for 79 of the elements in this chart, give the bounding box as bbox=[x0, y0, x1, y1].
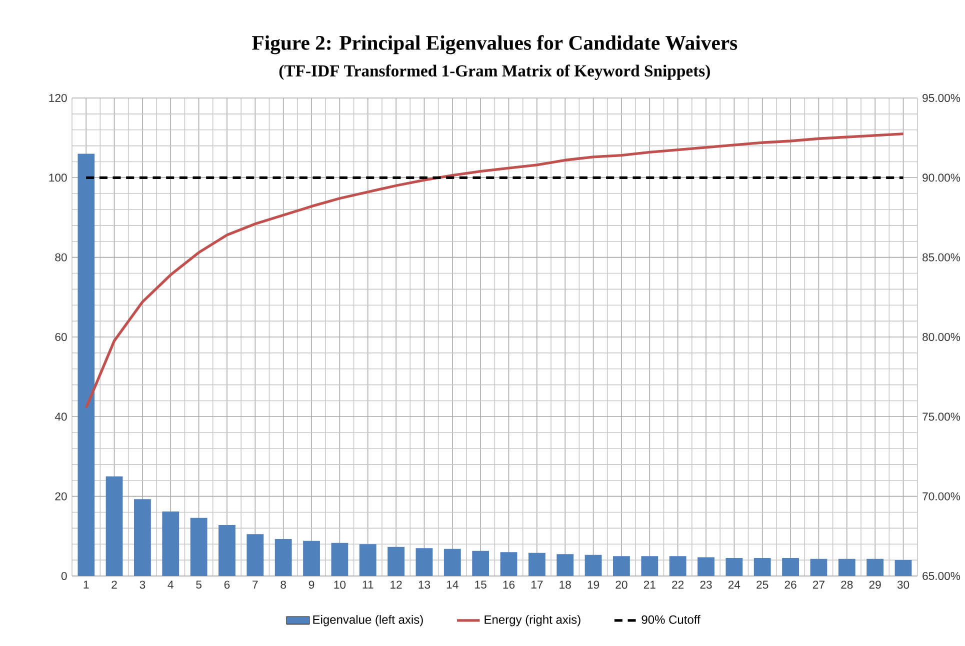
y2-tick-label: 95.00% bbox=[922, 94, 960, 102]
x-tick-label: 26 bbox=[784, 580, 796, 589]
bar bbox=[388, 546, 404, 576]
bar bbox=[528, 552, 546, 576]
x-tick-label: 3 bbox=[140, 580, 146, 589]
bar bbox=[444, 548, 461, 576]
bar bbox=[894, 560, 912, 576]
x-tick-label: 18 bbox=[560, 580, 571, 589]
bar bbox=[754, 558, 771, 576]
x-tick-label: 11 bbox=[362, 580, 374, 588]
x-tick-label: 7 bbox=[252, 580, 258, 588]
x-tick-label: 19 bbox=[588, 580, 600, 589]
bar bbox=[838, 558, 856, 576]
bar bbox=[303, 540, 320, 576]
x-tick-label: 27 bbox=[812, 580, 824, 589]
bar bbox=[416, 548, 433, 576]
x-tick-label: 2 bbox=[112, 580, 117, 589]
bar bbox=[782, 558, 799, 576]
x-tick-label: 17 bbox=[531, 580, 543, 588]
x-tick-label: 20 bbox=[616, 580, 628, 589]
x-tick-label: 4 bbox=[168, 580, 174, 588]
y-tick-label: 40 bbox=[54, 412, 67, 421]
bar bbox=[359, 544, 376, 576]
y-tick-label: 20 bbox=[55, 492, 67, 500]
bar bbox=[218, 525, 236, 576]
y2-tick-label: 80.00% bbox=[922, 332, 960, 341]
x-tick-label: 28 bbox=[841, 580, 853, 589]
bar bbox=[190, 518, 208, 576]
x-tick-label: 30 bbox=[897, 580, 910, 589]
legend-label: Energy (right axis) bbox=[484, 615, 580, 626]
y2-tick-label: 75.00% bbox=[922, 412, 960, 421]
bar bbox=[669, 556, 686, 576]
x-tick-label: 22 bbox=[672, 580, 684, 589]
x-tick-label: 12 bbox=[390, 580, 402, 589]
x-tick-label: 14 bbox=[446, 580, 458, 588]
x-tick-label: 24 bbox=[728, 580, 740, 589]
x-tick-label: 29 bbox=[869, 580, 881, 589]
bar bbox=[78, 154, 95, 576]
bar bbox=[556, 554, 574, 576]
bar bbox=[613, 556, 630, 576]
bar bbox=[246, 534, 264, 576]
y-tick-label: 80 bbox=[55, 253, 67, 262]
y-tick-label: 100 bbox=[49, 174, 67, 182]
legend-label: Eigenvalue (left axis) bbox=[313, 615, 423, 626]
x-tick-label: 5 bbox=[196, 580, 202, 589]
x-tick-label: 21 bbox=[644, 580, 656, 589]
bar bbox=[866, 558, 884, 576]
bar bbox=[500, 552, 518, 576]
legend-label: 90% Cutoff bbox=[642, 615, 700, 624]
bar bbox=[331, 542, 348, 576]
y-tick-label: 120 bbox=[49, 94, 67, 102]
bar bbox=[810, 558, 828, 576]
y-tick-label: 0 bbox=[61, 572, 67, 580]
bar bbox=[698, 557, 714, 576]
chart-title: Figure 2: Principal Eigenvalues for Candidate Waivers bbox=[252, 35, 738, 54]
x-tick-label: 6 bbox=[224, 580, 230, 589]
y2-tick-label: 90.00% bbox=[922, 174, 960, 182]
x-tick-label: 16 bbox=[503, 580, 515, 589]
bar bbox=[134, 499, 151, 576]
y-tick-label: 60 bbox=[55, 332, 67, 341]
x-tick-label: 13 bbox=[418, 580, 430, 589]
bar bbox=[274, 538, 292, 576]
bar bbox=[106, 476, 123, 576]
x-tick-label: 8 bbox=[280, 580, 286, 589]
y2-tick-label: 65.00% bbox=[922, 572, 960, 580]
x-tick-label: 10 bbox=[334, 580, 346, 589]
y2-tick-label: 70.00% bbox=[922, 492, 960, 500]
bar bbox=[726, 558, 743, 576]
bar bbox=[641, 556, 658, 576]
x-tick-label: 9 bbox=[308, 580, 314, 589]
x-tick-label: 1 bbox=[84, 580, 89, 588]
bar bbox=[584, 554, 602, 576]
x-tick-label: 25 bbox=[756, 580, 768, 589]
x-tick-label: 15 bbox=[475, 580, 486, 589]
x-tick-label: 23 bbox=[700, 580, 712, 589]
chart-subtitle: (TF-IDF Transformed 1-Gram Matrix of Keyword Snippets) bbox=[279, 64, 710, 80]
bar bbox=[472, 550, 490, 576]
y2-tick-label: 85.00% bbox=[922, 253, 960, 262]
bar bbox=[162, 511, 180, 576]
